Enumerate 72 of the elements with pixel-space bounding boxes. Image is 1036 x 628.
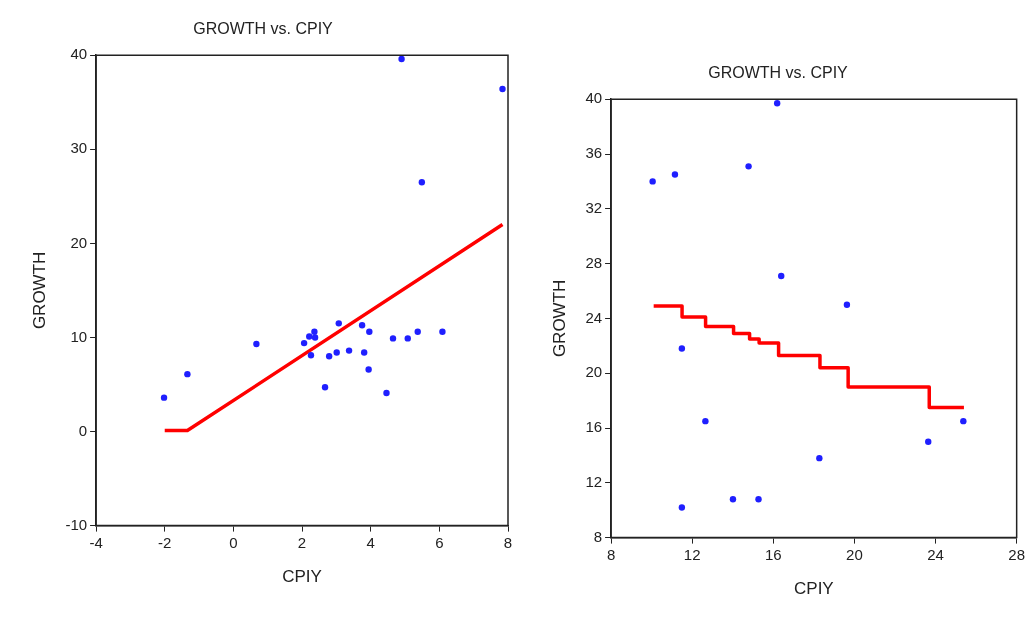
point [843,301,851,308]
x-tick-label: 16 [764,545,782,563]
point [755,496,762,503]
point [366,328,373,335]
y-tick-label: 0 [78,421,88,439]
point [311,328,318,335]
point [745,163,752,170]
chart-title: GROWTH vs. CPIY [708,64,849,82]
y-tick-label: 30 [70,139,88,157]
y-tick-label: 16 [585,418,603,436]
point [414,328,421,335]
point [816,454,823,462]
x-tick-label: 28 [1008,545,1025,563]
y-axis-title: GROWTH [549,279,569,358]
point [345,347,353,354]
point [649,178,656,185]
x-tick-label: 8 [503,533,513,551]
y-tick-label: 24 [585,308,603,326]
point [729,496,737,503]
x-axis-title: CPIY [282,567,322,587]
point [335,320,342,327]
x-tick-label: 8 [606,545,616,563]
chart-title: GROWTH vs. CPIY [193,20,334,38]
point [671,171,679,178]
point [365,366,372,373]
x-tick-label: 20 [846,545,863,563]
y-tick-label: 28 [585,253,603,271]
point [418,179,426,186]
x-tick-label: 12 [683,545,701,563]
point [678,345,686,352]
point [702,417,709,425]
y-tick-label: 36 [585,144,603,162]
y-tick-label: 20 [70,233,88,251]
x-tick-label: -4 [89,533,103,551]
point [439,328,446,335]
point [925,438,932,445]
y-tick-label: 40 [585,89,603,107]
x-tick-label: 6 [435,533,444,551]
point [321,384,329,391]
point [404,335,411,342]
point [307,352,315,359]
point [499,85,506,93]
point [160,394,168,401]
point [300,339,308,347]
point [778,272,785,280]
point [360,349,368,356]
point [311,334,319,341]
x-tick-label: 0 [229,533,238,551]
point [333,349,340,356]
x-tick-label: 24 [927,545,944,563]
y-axis-title: GROWTH [29,251,49,330]
point [389,335,397,342]
x-tick-label: 4 [366,533,375,551]
y-tick-label: 20 [585,363,603,381]
y-tick-label: 32 [585,198,603,216]
point [678,504,686,511]
y-tick-label: -10 [65,515,88,533]
y-tick-label: 10 [70,327,88,345]
x-axis-title: CPIY [794,579,834,599]
point [306,333,313,340]
point [773,100,781,107]
y-tick-label: 40 [70,45,88,63]
point [960,417,967,425]
x-tick-label: -2 [158,533,172,551]
point [253,340,260,348]
point [358,322,366,329]
point [325,353,333,360]
y-tick-label: 12 [585,472,603,490]
point [398,55,405,63]
x-tick-label: 2 [297,533,307,551]
point [184,370,191,378]
point [383,389,390,397]
